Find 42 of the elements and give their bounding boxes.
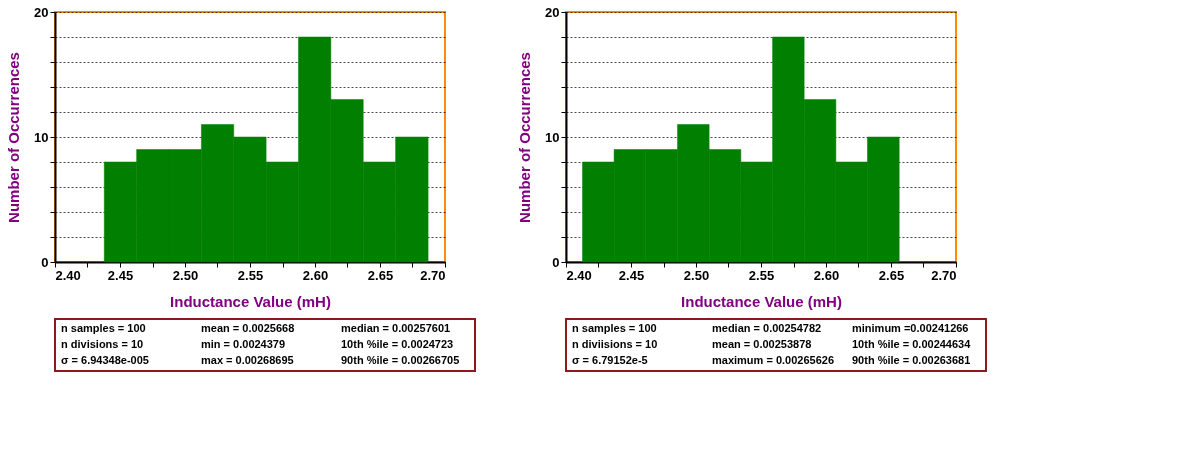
y-tick-label: 10	[545, 129, 560, 145]
y-axis-title: Number of Occurrences	[516, 52, 534, 223]
text: 90th %ile = 0.00266705	[341, 354, 460, 367]
x-axis-title: Inductance Value (mH)	[170, 292, 331, 310]
text: n divisions = 10	[61, 338, 144, 350]
x-tick-label: 2.55	[748, 267, 775, 283]
text: n samples = 100	[61, 321, 146, 334]
x-tick-label: 2.65	[878, 267, 905, 283]
text: max = 0.00268695	[201, 354, 294, 367]
text: n samples = 100	[572, 321, 657, 334]
text: 90th %ile = 0.00263681	[852, 354, 971, 367]
x-tick-label: 2.45	[618, 267, 645, 283]
text: min = 0.0024379	[201, 338, 286, 350]
x-tick-label: 2.45	[107, 267, 134, 283]
x-tick-label: 2.50	[683, 267, 710, 283]
y-tick-label: 0	[552, 254, 560, 270]
text: σ = 6.94348e-005	[61, 354, 149, 367]
text: mean = 0.0025668	[201, 321, 295, 334]
text: maximum = 0.00265626	[712, 354, 835, 367]
x-tick-label: 2.70	[420, 267, 446, 283]
text: σ = 6.79152e-5	[572, 354, 648, 367]
y-tick-label: 10	[34, 129, 49, 145]
text: minimum =0.00241266	[852, 321, 969, 334]
x-tick-label: 2.60	[813, 267, 840, 283]
x-tick-label: 2.40	[566, 267, 592, 283]
text: 10th %ile = 0.0024723	[341, 338, 454, 350]
text: 10th %ile = 0.00244634	[852, 338, 972, 350]
y-tick-label: 0	[41, 254, 49, 270]
x-axis-title: Inductance Value (mH)	[681, 292, 842, 310]
text: median = 0.00257601	[341, 321, 451, 334]
text: mean = 0.00253878	[712, 338, 812, 350]
x-tick-label: 2.50	[172, 267, 199, 283]
x-tick-label: 2.65	[367, 267, 394, 283]
y-axis-title: Number of Occurrences	[5, 52, 23, 223]
x-tick-label: 2.40	[55, 267, 81, 283]
y-tick-label: 20	[545, 4, 560, 20]
x-tick-label: 2.70	[931, 267, 957, 283]
x-tick-label: 2.55	[237, 267, 264, 283]
text: median = 0.00254782	[712, 321, 822, 334]
text: n diviisions = 10	[572, 338, 658, 350]
y-tick-label: 20	[34, 4, 49, 20]
x-tick-label: 2.60	[302, 267, 329, 283]
